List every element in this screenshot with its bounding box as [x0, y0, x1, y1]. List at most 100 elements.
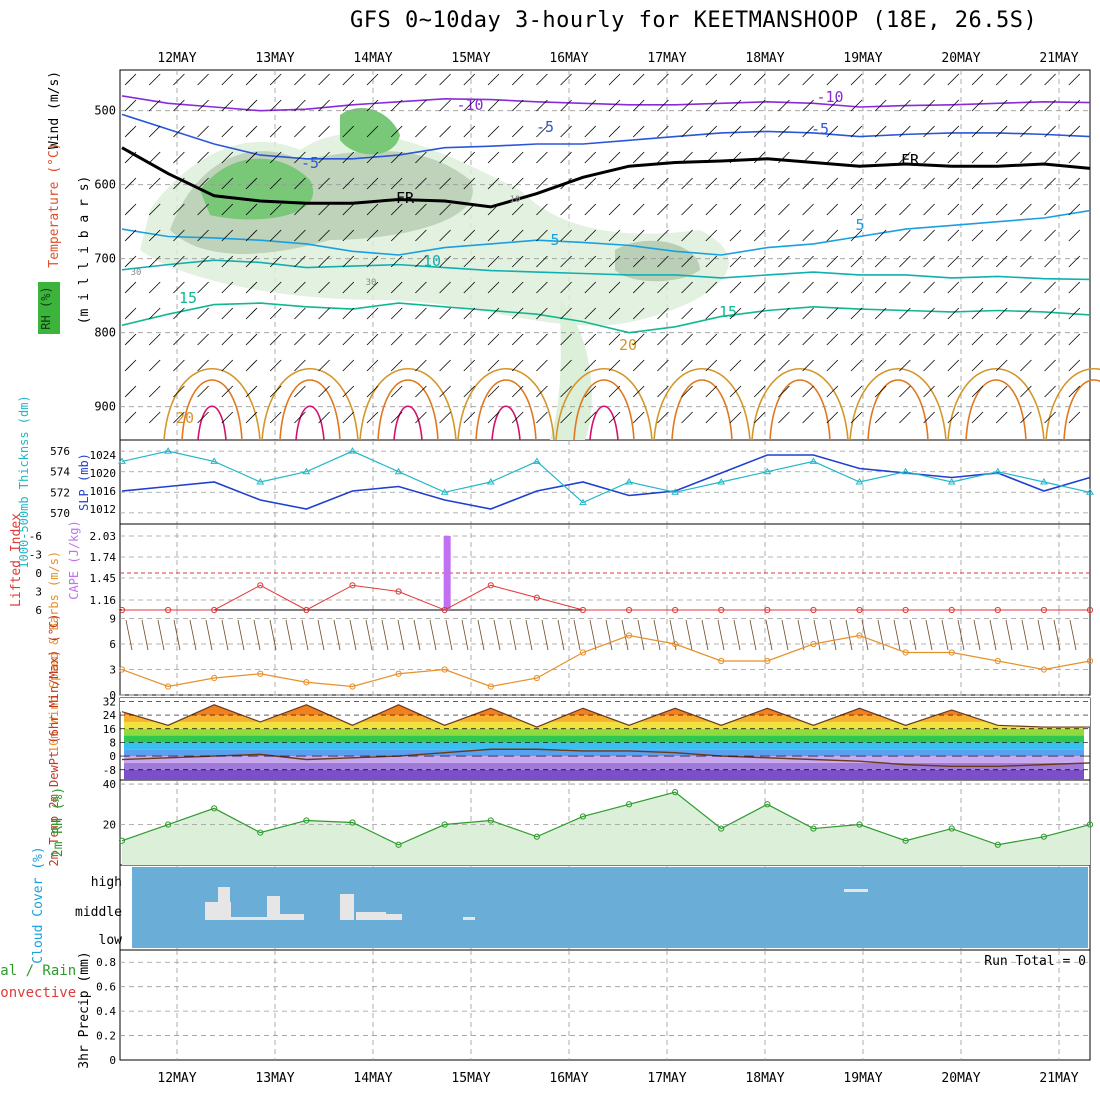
wind-barb	[1044, 385, 1056, 398]
wind-barb	[923, 177, 935, 190]
wind-barb	[148, 307, 161, 320]
wind-barb	[826, 229, 839, 242]
wind-barb	[487, 411, 500, 424]
wind-barb	[923, 411, 935, 424]
wind-barb	[366, 385, 379, 398]
wind-barb	[850, 151, 863, 164]
x-tick-top: 16MAY	[549, 51, 588, 66]
wind-barb	[415, 307, 427, 320]
data-point	[118, 837, 126, 844]
wind-barb	[269, 619, 277, 651]
wind-barb	[753, 99, 766, 112]
isotherm-25	[279, 379, 341, 441]
wind-barb	[390, 359, 403, 372]
data-point	[257, 670, 264, 677]
data-point	[718, 825, 725, 832]
wind-barb	[705, 385, 718, 398]
wind-barb	[826, 359, 839, 372]
data-point	[625, 478, 633, 485]
wind-barb	[778, 99, 790, 112]
wind-barb	[608, 255, 621, 268]
cloud-bar	[218, 887, 230, 920]
wind-barb	[342, 385, 355, 398]
wind-barb	[657, 73, 669, 86]
wind-barb	[148, 125, 161, 138]
data-point	[718, 657, 725, 665]
contour-label: 10	[423, 252, 441, 270]
wind-barb	[148, 281, 161, 294]
wind-barb	[342, 177, 355, 190]
wind-barb	[657, 359, 669, 372]
isotherm-25	[671, 379, 733, 441]
wind-barb	[439, 307, 451, 320]
wind-barb	[1044, 281, 1056, 294]
wind-barb	[269, 385, 282, 398]
cloud-bar	[340, 894, 354, 920]
y-axis-label-millibars: (m i l l i b a r s)	[77, 176, 92, 325]
data-point	[164, 821, 172, 828]
wind-barb	[197, 229, 209, 242]
wind-barb	[899, 229, 911, 242]
wind-barb	[995, 385, 1008, 398]
isotherm-20	[555, 368, 653, 441]
isotherm--10	[121, 95, 1091, 112]
wind-barb	[1044, 333, 1056, 346]
wind-barb	[850, 177, 863, 190]
wind-barb	[318, 255, 330, 268]
wind-barb	[511, 151, 524, 164]
x-tick-top: 14MAY	[353, 51, 392, 66]
wind-barb	[995, 229, 1008, 242]
wind-barb	[995, 203, 1008, 216]
data-point	[856, 606, 863, 614]
wind-barb	[657, 255, 669, 268]
slp-series	[121, 454, 1091, 510]
wind-barb	[415, 229, 427, 242]
data-point	[211, 805, 218, 812]
wind-barb	[802, 73, 814, 86]
wind-barb	[729, 99, 742, 112]
wind-barb	[681, 255, 693, 268]
y-tick: 0	[109, 1054, 116, 1067]
wind-barb	[245, 177, 258, 190]
wind-barb	[1020, 151, 1032, 164]
wind-barb	[197, 359, 209, 372]
wind-barb	[1068, 385, 1081, 398]
wind-barb	[778, 359, 790, 372]
data-point	[1040, 666, 1048, 673]
wind-barb	[899, 307, 911, 320]
wind-barb	[148, 385, 161, 398]
wind-barb	[826, 203, 839, 216]
x-tick-top: 21MAY	[1039, 51, 1078, 66]
wind-barb	[221, 151, 234, 164]
data-point	[1086, 657, 1094, 665]
wind-barb	[253, 619, 261, 651]
y-tick-right: 1.74	[90, 551, 117, 564]
wind-barb	[995, 411, 1008, 424]
wind-barb	[729, 411, 742, 424]
wind-barb	[1068, 177, 1081, 190]
wind-barb	[173, 281, 185, 294]
wind-barb	[923, 385, 935, 398]
wind-barb	[705, 99, 718, 112]
data-point	[810, 825, 817, 832]
data-point	[579, 606, 587, 614]
wind-barb	[632, 359, 645, 372]
wind-barb	[189, 619, 197, 651]
wind-barb	[729, 177, 742, 190]
isotherm-25	[1063, 379, 1100, 441]
wind-barb	[294, 229, 306, 242]
wind-barb	[536, 177, 548, 190]
wind-barb	[729, 333, 742, 346]
temp-band	[124, 728, 1084, 736]
wind-barb	[439, 73, 451, 86]
y-tick: 16	[103, 723, 116, 736]
temp-band	[124, 721, 1084, 729]
wind-barb	[439, 333, 451, 346]
data-point	[625, 801, 633, 808]
contour-label: 20	[176, 409, 194, 427]
wind-barb	[729, 73, 742, 86]
wind-barb	[729, 385, 742, 398]
wind-barb	[874, 203, 887, 216]
wind-barb	[1044, 255, 1056, 268]
wind-barb	[525, 619, 533, 651]
